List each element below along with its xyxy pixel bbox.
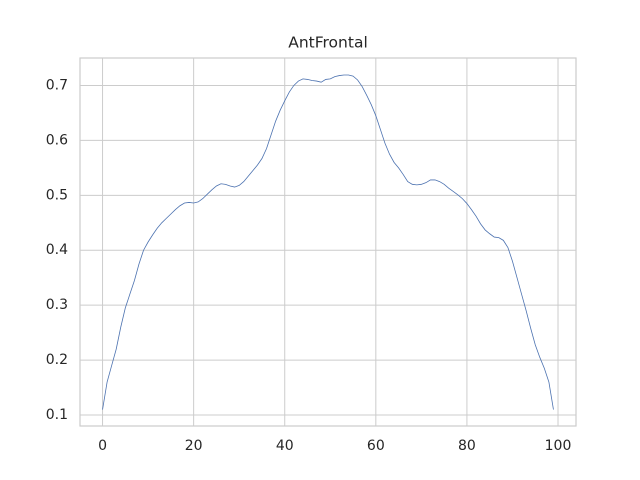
x-tick-label: 60 xyxy=(367,438,385,454)
y-tick-label: 0.4 xyxy=(46,242,68,258)
x-tick-label: 80 xyxy=(458,438,476,454)
y-tick-label: 0.5 xyxy=(46,187,68,203)
chart-title: AntFrontal xyxy=(288,34,368,52)
y-tick-label: 0.2 xyxy=(46,352,68,368)
line xyxy=(102,74,554,410)
x-tick-label: 40 xyxy=(276,438,294,454)
x-tick-label: 20 xyxy=(185,438,203,454)
y-tick-label: 0.3 xyxy=(46,297,68,313)
x-tick-label: 0 xyxy=(98,438,107,454)
plot-frame xyxy=(79,57,577,427)
y-tick-label: 0.7 xyxy=(46,77,68,93)
y-tick-label: 0.1 xyxy=(46,407,68,423)
y-tick-label: 0.6 xyxy=(46,132,68,148)
x-tick-label: 100 xyxy=(545,438,572,454)
